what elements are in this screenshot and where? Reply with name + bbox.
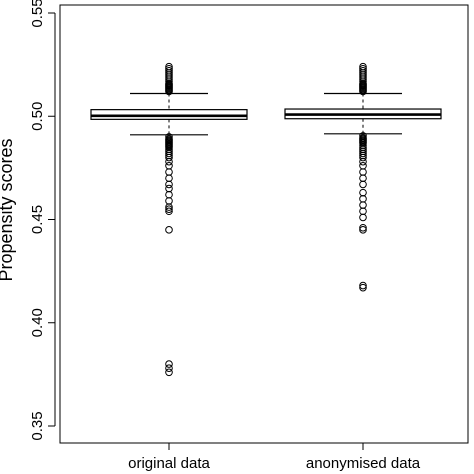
outlier-point <box>359 149 367 158</box>
box-group <box>284 62 442 292</box>
boxes-layer <box>90 62 442 377</box>
outlier-point <box>359 213 367 222</box>
outlier-point <box>165 149 173 158</box>
outlier-point <box>165 184 173 193</box>
outlier-point <box>359 207 367 216</box>
plot-frame <box>59 4 469 444</box>
outlier-point <box>165 368 173 377</box>
outlier-point <box>359 223 367 232</box>
outlier-point <box>165 207 173 216</box>
outlier-point <box>359 281 367 290</box>
outlier-point <box>359 157 367 166</box>
y-tick-label: 0.40 <box>29 308 46 337</box>
outlier-point <box>359 168 367 176</box>
outlier-point <box>165 364 173 372</box>
outlier-point <box>165 157 173 166</box>
y-tick-label: 0.35 <box>29 411 46 440</box>
outlier-point <box>165 174 173 182</box>
outlier-point <box>165 162 173 170</box>
outlier-point <box>359 64 367 73</box>
x-tick-label: anonymised data <box>306 455 421 472</box>
outlier-point <box>165 205 173 213</box>
outlier-point <box>359 153 367 162</box>
outlier-point <box>165 226 173 234</box>
y-axis: 0.35 0.40 0.45 0.50 0.55 <box>29 0 56 441</box>
outlier-point <box>359 226 367 234</box>
y-axis-title: Propensity scores <box>0 138 16 281</box>
box-group <box>90 62 248 377</box>
outlier-point <box>165 153 173 162</box>
outlier-point <box>165 67 173 75</box>
outlier-point <box>359 283 367 292</box>
outlier-point <box>165 190 173 199</box>
outlier-point <box>165 360 173 368</box>
y-tick-label: 0.45 <box>29 205 46 234</box>
outlier-point <box>359 180 367 189</box>
outlier-point <box>359 67 367 75</box>
outlier-point <box>165 168 173 176</box>
outlier-point <box>359 195 367 203</box>
x-tick-label: original data <box>128 455 210 472</box>
outlier-point <box>359 174 367 182</box>
iqr-box <box>90 109 248 120</box>
outlier-point <box>165 203 173 211</box>
x-axis: original data anonymised data <box>128 442 421 472</box>
outlier-point <box>165 180 173 189</box>
outlier-point <box>165 197 173 205</box>
outlier-point <box>165 62 173 71</box>
outlier-point <box>359 188 367 197</box>
y-tick-label: 0.50 <box>29 102 46 131</box>
outlier-point <box>359 201 367 209</box>
y-tick-label: 0.55 <box>29 0 46 28</box>
outlier-point <box>165 64 173 73</box>
outlier-point <box>359 162 367 170</box>
outlier-point <box>359 62 367 71</box>
